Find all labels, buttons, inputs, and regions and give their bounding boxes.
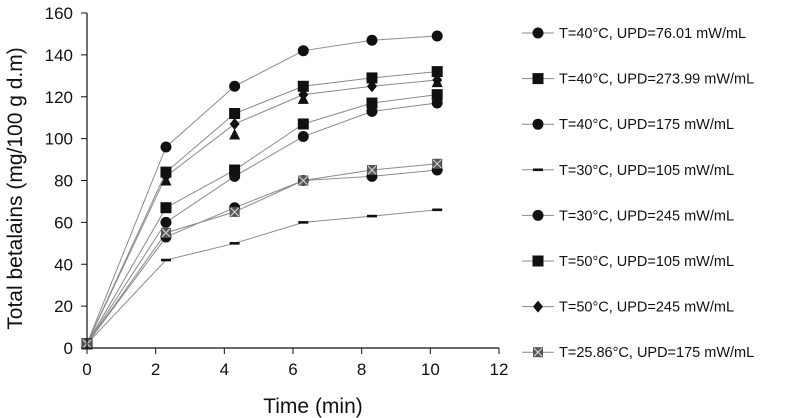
series-1-point-2 [160,141,172,153]
x-tick-label: 8 [357,360,366,379]
x-axis-ticks: 0 2 4 6 8 10 12 [82,348,508,379]
series-3-point-6 [431,97,443,109]
legend-marker [533,347,543,358]
x-tick-label: 4 [220,360,229,379]
series-line-5 [86,169,438,345]
x-tick-label: 12 [490,360,509,379]
series-8-point-3 [229,206,240,217]
series-line-2 [86,71,438,345]
legend-marker [533,300,543,313]
triangle-point-4 [431,76,443,88]
series-4-point-2 [160,258,171,262]
legend: T=40°C, UPD=76.01 mW/mL T=40°C, UPD=273.9… [522,26,754,361]
series-line-8 [86,163,438,345]
series-1-point-6 [431,30,443,42]
triangle-point-3 [297,92,309,104]
y-tick-label: 160 [45,4,73,23]
series-4-point-5 [366,214,377,218]
y-axis-ticks: 0 20 40 60 80 100 120 140 160 [45,4,87,358]
triangle-point-1 [160,174,172,186]
legend-item-3: T=40°C, UPD=175 mW/mL [522,117,734,133]
legend-marker [532,27,544,39]
legend-marker [532,73,544,85]
legend-item-7: T=50°C, UPD=245 mW/mL [522,300,734,316]
series-2-point-4 [297,80,309,92]
series-4-point-6 [432,208,443,212]
x-tick-label: 10 [421,360,440,379]
series-layer [86,35,438,345]
legend-label: T=30°C, UPD=105 mW/mL [559,163,734,179]
series-1-point-5 [366,34,378,46]
legend-marker [533,168,543,172]
plot-area: 0 2 4 6 8 10 12 0 20 40 60 80 100 120 140 160 [45,4,509,379]
series-2-point-3 [229,108,241,119]
series-line-4 [86,209,438,345]
legend-item-4: T=30°C, UPD=105 mW/mL [522,163,734,179]
series-6-point-4 [297,118,309,130]
triangle-point-2 [229,128,241,140]
legend-label: T=40°C, UPD=273.99 mW/mL [559,72,754,88]
y-axis-title: Total betalains (mg/100 g d.m) [4,47,27,329]
series-4-point-3 [229,242,240,245]
legend-label: T=50°C, UPD=105 mW/mL [559,254,734,270]
x-tick-label: 6 [288,360,297,379]
y-tick-label: 100 [45,130,73,149]
y-tick-label: 60 [54,213,73,232]
series-3-point-5 [366,105,378,117]
y-tick-label: 80 [54,172,73,191]
y-tick-label: 0 [64,339,73,358]
x-axis-title: Time (min) [263,395,363,418]
y-tick-label: 120 [45,88,73,107]
legend-item-5: T=30°C, UPD=245 mW/mL [522,208,734,224]
series-6-point-2 [160,202,172,214]
y-tick-label: 40 [54,255,73,274]
series-8-point-4 [298,175,309,186]
series-6-point-5 [366,97,378,109]
legend-label: T=40°C, UPD=175 mW/mL [559,117,734,133]
legend-item-8: T=25.86°C, UPD=175 mW/mL [522,345,754,361]
legend-label: T=25.86°C, UPD=175 mW/mL [559,345,754,361]
legend-item-6: T=50°C, UPD=105 mW/mL [522,254,734,270]
y-tick-label: 20 [54,297,73,316]
x-tick-label: 0 [82,360,91,379]
legend-marker [532,209,544,221]
legend-marker [532,118,544,130]
series-3-point-4 [297,131,309,143]
series-2-point-5 [366,72,378,84]
series-6-point-6 [431,89,443,101]
series-7-point-5 [366,80,377,93]
x-tick-label: 2 [151,360,160,379]
series-8-point-2 [160,227,171,238]
legend-label: T=30°C, UPD=245 mW/mL [559,208,734,224]
series-line-1 [86,35,438,344]
series-7-point-3 [229,117,240,130]
series-1-point-3 [229,80,241,92]
legend-item-1: T=40°C, UPD=76.01 mW/mL [522,26,746,42]
series-8-point-6 [432,158,443,169]
series-line-7 [86,79,438,345]
legend-marker [532,255,544,267]
series-4-point-4 [298,221,309,224]
series-line-3 [86,102,438,345]
series-6-point-3 [229,164,241,176]
marker-layer [81,30,443,350]
legend-label: T=50°C, UPD=245 mW/mL [559,300,734,316]
series-line-6 [86,94,438,345]
series-2-point-6 [431,66,443,78]
y-tick-label: 140 [45,46,73,65]
series-8-point-5 [366,165,377,176]
series-3-point-2 [160,216,172,228]
legend-item-2: T=40°C, UPD=273.99 mW/mL [522,72,754,88]
series-1-point-4 [297,45,309,57]
legend-label: T=40°C, UPD=76.01 mW/mL [559,26,746,42]
